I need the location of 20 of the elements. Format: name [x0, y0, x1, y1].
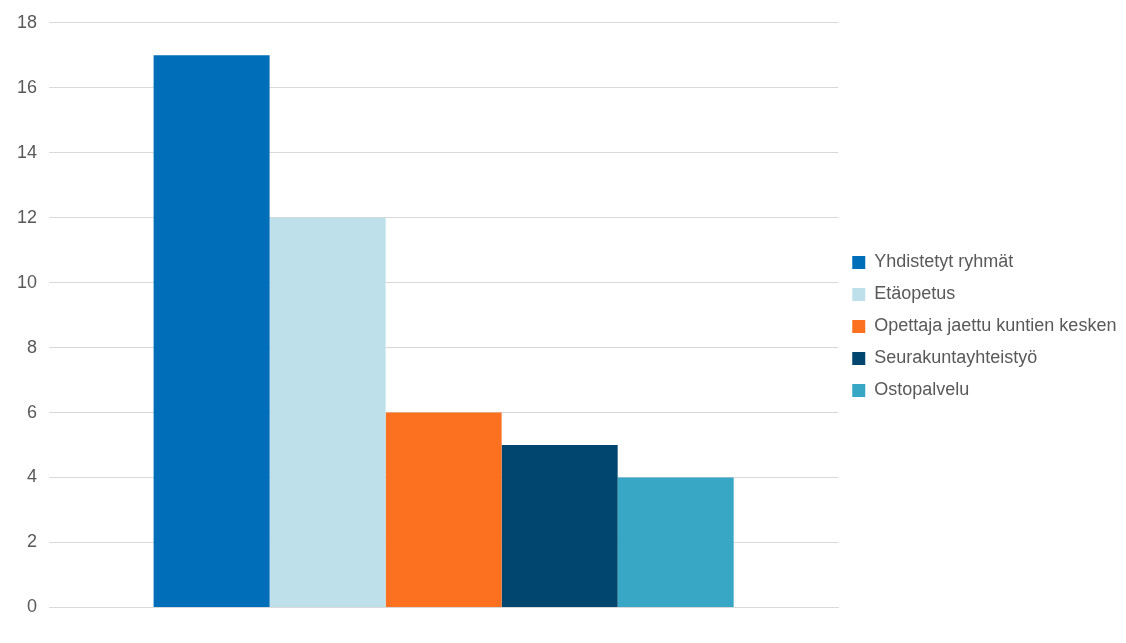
y-tick-label: 0 — [27, 596, 38, 617]
bar — [269, 217, 386, 607]
y-tick-label: 6 — [27, 401, 38, 422]
bar — [617, 477, 734, 607]
bar — [385, 412, 502, 607]
y-tick-label: 14 — [16, 141, 38, 162]
y-tick-label: 16 — [16, 76, 38, 97]
legend-label: Opettaja jaettu kuntien kesken — [874, 315, 1117, 336]
y-tick-label: 18 — [16, 11, 38, 32]
y-tick-label: 10 — [16, 271, 38, 292]
legend-label: Ostopalvelu — [874, 379, 970, 400]
legend-label: Etäopetus — [874, 283, 956, 304]
legend-label: Seurakuntayhteistyö — [874, 347, 1038, 368]
y-tick-label: 2 — [27, 531, 38, 552]
y-tick-label: 8 — [27, 336, 38, 357]
y-tick-label: 4 — [27, 466, 38, 487]
bar — [501, 445, 618, 607]
legend-label: Yhdistetyt ryhmät — [874, 251, 1014, 272]
y-tick-label: 12 — [16, 206, 38, 227]
bar — [153, 55, 270, 607]
